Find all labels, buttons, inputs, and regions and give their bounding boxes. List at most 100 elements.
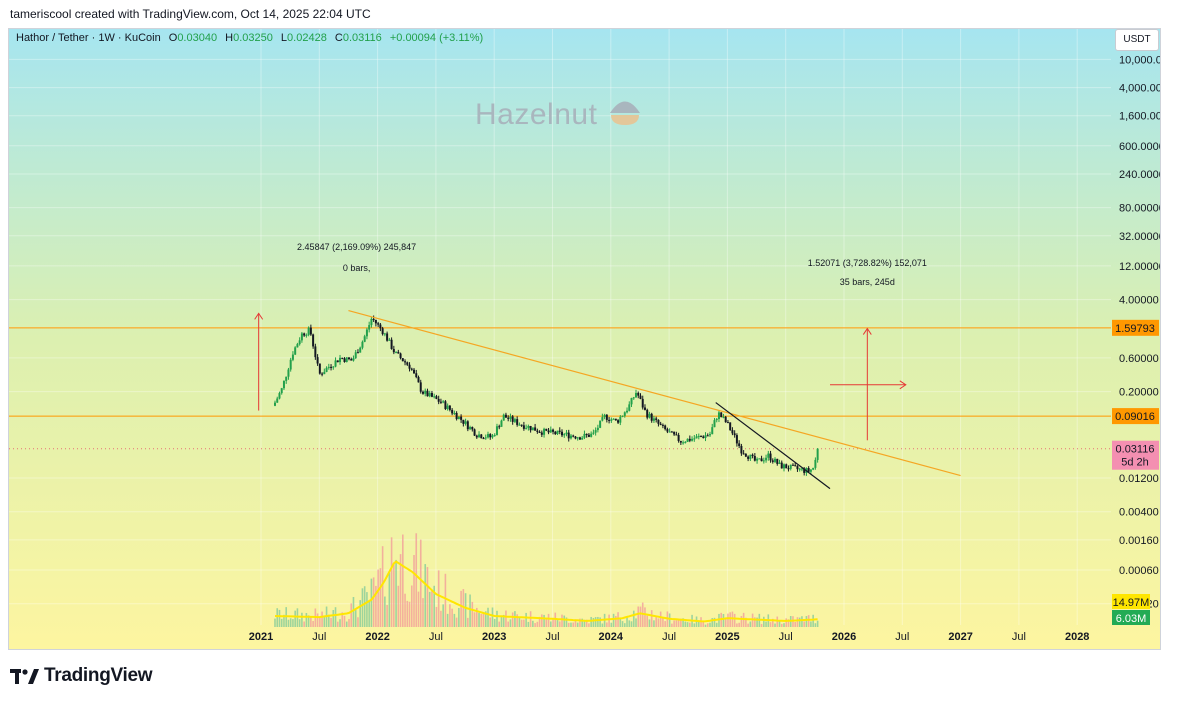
candle-body: [381, 328, 384, 335]
candle-body: [756, 458, 759, 461]
candle-body: [635, 392, 638, 398]
volume-bar: [511, 612, 514, 627]
volume-bar: [648, 619, 651, 627]
candle-body: [803, 468, 806, 473]
candle-body: [540, 432, 543, 435]
candle-body: [785, 464, 788, 469]
volume-bar: [747, 623, 749, 627]
last-price-badge: [1112, 440, 1159, 470]
measure-arrows[interactable]: [254, 312, 907, 441]
y-tick-label: 10,000.00000: [1119, 54, 1160, 66]
candle-body: [395, 351, 398, 353]
candle-body: [536, 430, 539, 432]
volume-bar: [715, 622, 718, 627]
candle-body: [529, 425, 532, 431]
candle-body: [509, 416, 512, 419]
candle-body: [415, 373, 418, 378]
candle-body: [670, 431, 673, 433]
candle-body: [628, 404, 631, 411]
candle-body: [318, 363, 321, 374]
candle-body: [491, 435, 494, 438]
candle-body: [621, 415, 624, 417]
volume-bar: [498, 621, 501, 627]
candle-body: [439, 401, 442, 403]
open-label: O: [168, 32, 178, 44]
candle-body: [327, 366, 330, 368]
candle-body: [334, 360, 337, 367]
volume-bar: [807, 615, 810, 627]
volume-bar: [375, 585, 377, 627]
candle-body: [471, 427, 474, 430]
candle-body: [466, 421, 469, 430]
candle-body: [787, 468, 790, 470]
volume-bar: [581, 618, 583, 627]
volume-bar: [780, 623, 783, 627]
volume-bar: [507, 621, 509, 627]
candle-body: [473, 429, 476, 436]
volume-bar: [274, 618, 276, 627]
candle-body: [345, 357, 348, 362]
candle-body: [791, 464, 794, 466]
volume-bar: [610, 622, 613, 627]
volume-bar: [639, 606, 642, 627]
candle-body: [780, 462, 783, 469]
candle-body: [659, 423, 662, 425]
horizontal-levels[interactable]: [9, 327, 1111, 450]
header-bar: tameriscool created with TradingView.com…: [0, 0, 1200, 28]
x-tick-label: Jul: [895, 631, 909, 643]
chart-frame[interactable]: 2.45847 (2,169.09%) 245,847 0 bars, 1.5207…: [8, 28, 1161, 650]
volume-bar: [523, 619, 525, 627]
volume-bar: [545, 619, 548, 627]
candle-body: [552, 429, 555, 432]
volume-bar: [393, 563, 395, 627]
crosshair-arrow-head: [899, 380, 907, 390]
ohlc-legend: Hathor / Tether · 1W · KuCoin O0.03040 H…: [16, 32, 483, 44]
candle-body: [316, 357, 319, 364]
candle-body: [298, 340, 301, 345]
volume-bar: [379, 568, 382, 627]
symbol-title[interactable]: Hathor / Tether · 1W · KuCoin: [16, 32, 161, 44]
price-chart[interactable]: 2.45847 (2,169.09%) 245,847 0 bars, 1.5207…: [9, 29, 1160, 649]
tradingview-logo[interactable]: TradingView: [10, 663, 153, 689]
candle-body: [639, 395, 642, 399]
candle-body: [446, 405, 449, 409]
candle-body: [569, 435, 572, 439]
x-tick-label: 2028: [1065, 631, 1089, 643]
x-tick-label: Jul: [429, 631, 443, 643]
volume-bar: [525, 612, 527, 627]
volume-bar: [442, 604, 444, 627]
y-tick-label: 32.00000: [1119, 231, 1160, 243]
currency-selector[interactable]: USDT: [1115, 29, 1159, 51]
volume-bar: [298, 619, 301, 627]
candle-body: [578, 437, 581, 440]
volume-bar: [478, 612, 480, 627]
candle-body: [774, 458, 777, 462]
candle-body: [370, 318, 373, 326]
candle-body: [347, 357, 350, 360]
volume-bar: [572, 622, 575, 627]
candle-body: [475, 435, 478, 438]
candle-body: [296, 344, 299, 348]
candle-body: [587, 434, 590, 437]
candle-body: [457, 416, 460, 420]
volume-bar: [514, 611, 516, 627]
candle-body: [549, 429, 552, 433]
volume-bar: [518, 616, 521, 627]
candle-body: [480, 434, 483, 439]
volume-bar: [655, 616, 657, 627]
trend-lines[interactable]: [348, 310, 961, 490]
candle-body: [478, 434, 481, 438]
volume-bar: [482, 612, 485, 627]
volume-bar: [433, 585, 435, 627]
candle-body: [726, 422, 729, 424]
volume-bar: [617, 612, 619, 627]
volume-bar: [402, 534, 404, 627]
volume-bar: [305, 612, 308, 627]
volume-bar: [388, 572, 391, 627]
volume-bar: [319, 617, 321, 627]
candle-body: [574, 436, 577, 439]
volume-bar: [419, 539, 422, 627]
y-tick-label: 0.00160: [1119, 535, 1159, 547]
candle-body: [368, 325, 371, 330]
candle-body: [695, 436, 698, 439]
